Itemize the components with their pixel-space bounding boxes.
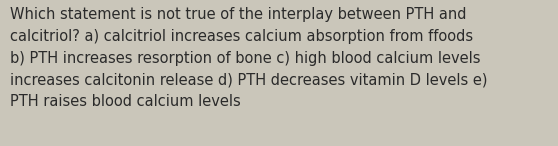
Text: Which statement is not true of the interplay between PTH and
calcitriol? a) calc: Which statement is not true of the inter… [10,7,488,109]
